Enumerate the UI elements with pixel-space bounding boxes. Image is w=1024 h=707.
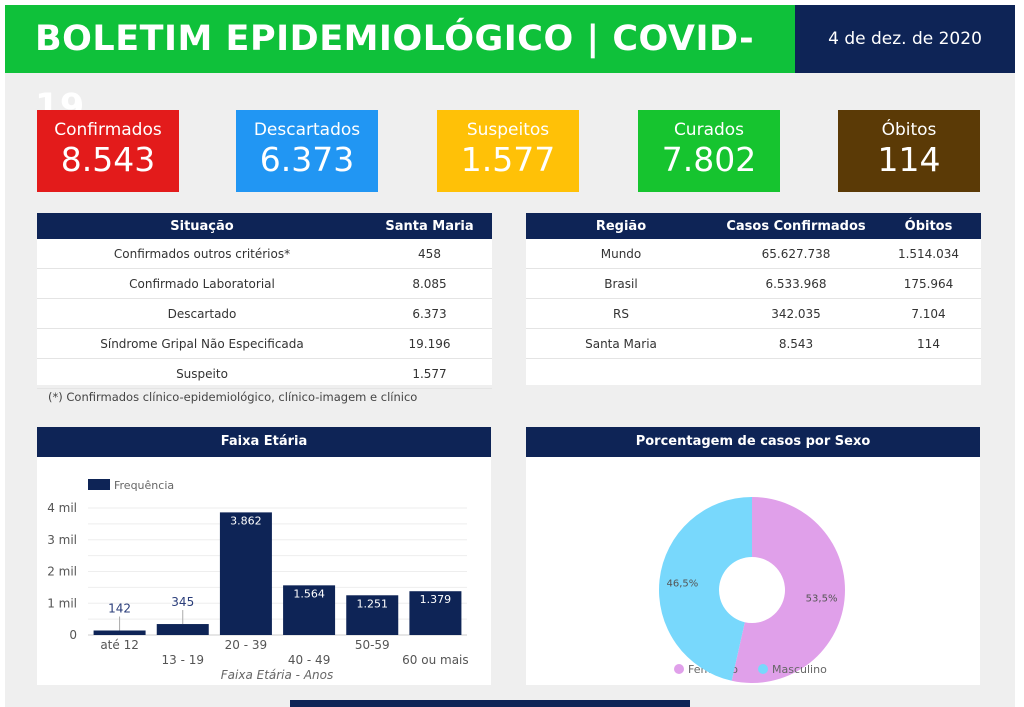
cell: 458 — [418, 246, 441, 261]
data-label: 345 — [171, 595, 194, 609]
cell: Brasil — [604, 276, 638, 291]
legend-label: Frequência — [114, 479, 174, 492]
cell: 175.964 — [903, 276, 954, 291]
chart-title: Porcentagem de casos por Sexo — [526, 427, 980, 457]
report-date: 4 de dez. de 2020 — [795, 5, 1015, 73]
data-label: 142 — [108, 601, 131, 615]
footnote: (*) Confirmados clínico-epidemiológico, … — [48, 390, 418, 404]
x-tick-label: 40 - 49 — [288, 653, 331, 667]
kpi-card-descartados: Descartados 6.373 — [236, 110, 378, 192]
cell: 19.196 — [408, 336, 451, 351]
cell: Descartado — [167, 306, 237, 321]
legend-marker — [674, 664, 684, 674]
kpi-value: 8.543 — [60, 140, 156, 179]
table-row: Síndrome Gripal Não Especificada 19.196 — [37, 329, 492, 359]
donut-slice-feminino — [731, 497, 846, 683]
table-row: RS 342.035 7.104 — [526, 299, 981, 329]
data-label: 1.251 — [357, 597, 389, 610]
age-chart-card: Faixa Etária 0 1 mil 2 mil 3 mil 4 mil Frequê… — [37, 427, 491, 685]
x-axis-title: Faixa Etária - Anos — [221, 668, 334, 682]
bar — [219, 512, 272, 635]
bar — [409, 591, 462, 635]
bar — [283, 585, 336, 635]
table-row: Santa Maria 8.543 114 — [526, 329, 981, 359]
table-row: Confirmados outros critérios* 458 — [37, 239, 492, 269]
kpi-card-curados: Curados 7.802 — [638, 110, 780, 192]
kpi-label: Curados — [673, 120, 745, 140]
sex-chart-card: Porcentagem de casos por Sexo 53,5%Femin… — [526, 427, 980, 685]
bar — [346, 595, 399, 635]
y-tick-label: 0 — [69, 628, 77, 642]
cell: 1.514.034 — [897, 246, 960, 261]
x-tick-label: 50-59 — [355, 638, 390, 652]
cell: 8.543 — [778, 336, 814, 351]
col-header: Santa Maria — [385, 218, 474, 234]
slice-label: 53,5% — [806, 594, 838, 605]
situacao-table: Situação Santa Maria Confirmados outros c… — [37, 213, 492, 389]
page-title: BOLETIM EPIDEMIOLÓGICO | COVID-19 — [5, 5, 795, 127]
table-row: Mundo 65.627.738 1.514.034 — [526, 239, 981, 269]
age-bar-chart: 0 1 mil 2 mil 3 mil 4 mil Frequência 142 até 12… — [47, 479, 469, 682]
chart-title: Faixa Etária — [37, 427, 491, 457]
kpi-value: 7.802 — [661, 140, 757, 179]
table-row: Suspeito 1.577 — [37, 359, 492, 389]
cell: Confirmados outros critérios* — [113, 246, 291, 261]
kpi-card-óbitos: Óbitos 114 — [838, 110, 980, 192]
data-label: 3.862 — [230, 514, 262, 527]
sex-donut-chart: 53,5%Feminino46,5%Masculino — [659, 497, 846, 683]
kpi-label: Óbitos — [881, 120, 937, 140]
y-tick-label: 2 mil — [47, 565, 77, 579]
legend-marker — [758, 664, 768, 674]
kpi-label: Suspeitos — [466, 120, 550, 140]
col-header: Situação — [170, 218, 234, 234]
cell: 6.373 — [412, 306, 447, 321]
kpi-value: 6.373 — [259, 140, 355, 179]
bar — [156, 624, 209, 635]
cell: Síndrome Gripal Não Especificada — [100, 336, 304, 351]
cell: Suspeito — [176, 366, 228, 381]
legend-swatch — [88, 479, 110, 490]
y-tick-label: 1 mil — [47, 596, 77, 610]
slice-label: 46,5% — [667, 578, 699, 589]
cell: 7.104 — [911, 306, 946, 321]
cell: 8.085 — [412, 276, 447, 291]
col-header: Região — [595, 218, 647, 234]
bar — [93, 630, 146, 635]
cell: 65.627.738 — [761, 246, 831, 261]
kpi-card-confirmados: Confirmados 8.543 — [37, 110, 179, 192]
data-label: 1.564 — [293, 587, 325, 600]
cell: 6.533.968 — [765, 276, 827, 291]
table-row: Confirmado Laboratorial 8.085 — [37, 269, 492, 299]
cell: Santa Maria — [585, 336, 657, 351]
cell: Mundo — [600, 246, 642, 261]
cell: 114 — [917, 336, 940, 351]
cell: 1.577 — [412, 366, 447, 381]
table-row: Descartado 6.373 — [37, 299, 492, 329]
legend-label: Masculino — [772, 663, 827, 676]
x-tick-label: 20 - 39 — [225, 638, 268, 652]
table-row: Brasil 6.533.968 175.964 — [526, 269, 981, 299]
x-tick-label: 13 - 19 — [162, 653, 205, 667]
x-tick-label: 60 ou mais — [402, 653, 468, 667]
kpi-value: 1.577 — [460, 140, 556, 179]
donut-slice-masculino — [659, 497, 752, 681]
kpi-label: Confirmados — [54, 120, 162, 140]
col-header: Casos Confirmados — [726, 218, 866, 234]
regiao-table: Região Casos Confirmados Óbitos Mundo 65.62… — [526, 213, 981, 385]
col-header: Óbitos — [904, 218, 953, 234]
cell: RS — [613, 306, 629, 321]
kpi-card-suspeitos: Suspeitos 1.577 — [437, 110, 579, 192]
x-tick-label: até 12 — [100, 638, 139, 652]
cell: Confirmado Laboratorial — [129, 276, 275, 291]
kpi-label: Descartados — [253, 120, 361, 140]
y-tick-label: 3 mil — [47, 533, 77, 547]
cell: 342.035 — [771, 306, 821, 321]
data-label: 1.379 — [420, 593, 452, 606]
y-tick-label: 4 mil — [47, 501, 77, 515]
kpi-value: 114 — [877, 140, 941, 179]
next-section-header — [290, 700, 690, 707]
